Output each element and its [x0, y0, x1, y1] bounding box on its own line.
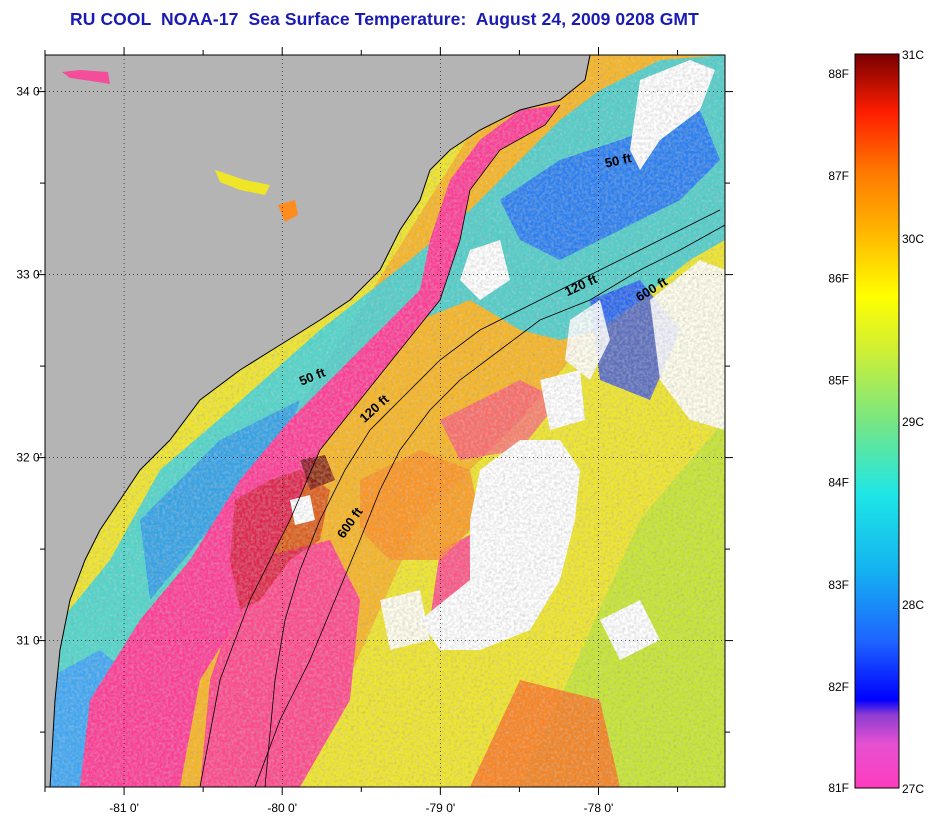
colorbar-c-label-4: 27C — [902, 782, 924, 796]
colorbar-c-label-3: 28C — [902, 598, 924, 612]
colorbar-labels: 88F 87F 86F 85F 84F 83F 82F 81F 31C 30C 29C 28C 27C — [828, 48, 924, 796]
colorbar-gradient — [854, 53, 900, 789]
colorbar-c-label-0: 31C — [902, 48, 924, 62]
coastline — [49, 55, 591, 787]
map-title: RU COOL NOAA-17 Sea Surface Temperature:… — [70, 9, 699, 29]
isobath-50ft — [199, 104, 561, 787]
land-area — [45, 55, 590, 787]
isobath-label-3: 50 ft — [603, 150, 633, 170]
colorbar-f-label-7: 81F — [828, 781, 849, 795]
axis-labels: 34 0' 33 0' 32 0' 31 0' -81 0' -80 0' -79 0' -7… — [16, 85, 613, 815]
colorbar-c-label-1: 30C — [902, 232, 924, 246]
colorbar-f-label-2: 86F — [828, 271, 849, 285]
colorbar-f-label-3: 85F — [828, 374, 849, 388]
lon-label-0: -81 0' — [109, 801, 139, 815]
map-frame — [44, 54, 726, 788]
lat-label-1: 33 0' — [16, 268, 42, 282]
colorbar-f-label-5: 83F — [828, 578, 849, 592]
axis-ticks — [37, 47, 733, 795]
lake-moultrie — [278, 200, 298, 222]
lon-label-1: -80 0' — [267, 801, 297, 815]
lon-label-2: -79 0' — [426, 801, 456, 815]
colorbar-f-label-4: 84F — [828, 476, 849, 490]
colorbar-c-label-2: 29C — [902, 415, 924, 429]
colorbar-f-label-6: 82F — [828, 680, 849, 694]
lon-label-3: -78 0' — [584, 801, 614, 815]
inland-lake-nw — [62, 70, 110, 84]
lat-label-0: 34 0' — [16, 85, 42, 99]
colorbar-f-label-1: 87F — [828, 169, 849, 183]
colorbar-f-label-0: 88F — [828, 67, 849, 81]
lat-label-3: 31 0' — [16, 634, 42, 648]
lake-marion — [215, 170, 270, 195]
graticule — [45, 55, 725, 787]
lat-label-2: 32 0' — [16, 451, 42, 465]
isobath-120ft — [264, 209, 721, 787]
isobath-600ft — [254, 224, 725, 787]
